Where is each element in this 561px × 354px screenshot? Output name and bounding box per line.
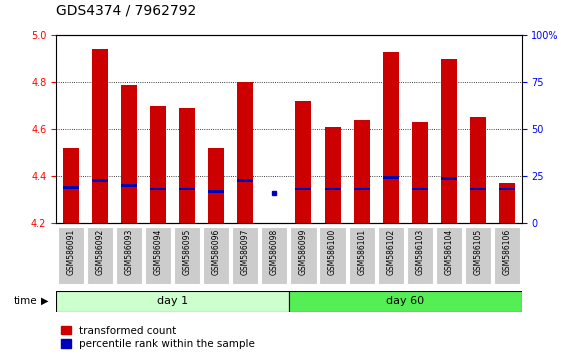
Bar [150,106,166,223]
Bar [92,50,108,223]
Text: GSM586104: GSM586104 [444,229,453,275]
Bar [470,188,486,190]
Bar [92,179,108,182]
Text: GSM586091: GSM586091 [66,229,75,275]
Text: GSM586105: GSM586105 [473,229,482,275]
Text: GDS4374 / 7962792: GDS4374 / 7962792 [56,4,196,18]
Bar [296,188,311,190]
Bar [121,184,137,187]
Text: day 60: day 60 [387,296,424,306]
Bar [121,85,137,223]
Bar [383,176,399,179]
Bar [325,188,341,190]
Text: GSM586093: GSM586093 [125,229,134,275]
Text: GSM586095: GSM586095 [182,229,191,275]
Text: time: time [14,296,38,306]
Legend: transformed count, percentile rank within the sample: transformed count, percentile rank withi… [61,326,255,349]
Bar [208,148,224,223]
Text: GSM586098: GSM586098 [270,229,279,275]
Bar [499,188,515,190]
Bar [470,118,486,223]
FancyBboxPatch shape [56,291,289,312]
FancyBboxPatch shape [494,227,520,284]
FancyBboxPatch shape [174,227,200,284]
FancyBboxPatch shape [319,227,346,284]
Text: GSM586106: GSM586106 [503,229,512,275]
Bar [383,52,399,223]
FancyBboxPatch shape [232,227,259,284]
FancyBboxPatch shape [348,227,375,284]
FancyBboxPatch shape [465,227,491,284]
Bar [412,188,428,190]
Bar [353,120,370,223]
FancyBboxPatch shape [436,227,462,284]
FancyBboxPatch shape [378,227,404,284]
Text: GSM586103: GSM586103 [415,229,424,275]
Bar [441,177,457,180]
Text: GSM586100: GSM586100 [328,229,337,275]
FancyBboxPatch shape [58,227,84,284]
Text: GSM586092: GSM586092 [95,229,104,275]
Bar [237,179,253,182]
FancyBboxPatch shape [86,227,113,284]
FancyBboxPatch shape [291,227,316,284]
Text: GSM586102: GSM586102 [387,229,396,275]
Text: GSM586096: GSM586096 [211,229,220,275]
Bar [499,183,515,223]
FancyBboxPatch shape [289,291,522,312]
Text: GSM586094: GSM586094 [154,229,163,275]
Bar [325,127,341,223]
FancyBboxPatch shape [261,227,287,284]
Text: GSM586099: GSM586099 [299,229,308,275]
Bar [63,187,79,189]
Bar [353,188,370,190]
Bar [296,101,311,223]
Bar [179,108,195,223]
Bar [441,59,457,223]
Text: GSM586097: GSM586097 [241,229,250,275]
FancyBboxPatch shape [145,227,171,284]
Bar [63,148,79,223]
Bar [412,122,428,223]
FancyBboxPatch shape [203,227,229,284]
Bar [150,188,166,190]
Text: day 1: day 1 [157,296,188,306]
FancyBboxPatch shape [407,227,433,284]
Text: ▶: ▶ [41,296,48,306]
Bar [179,188,195,190]
Text: GSM586101: GSM586101 [357,229,366,275]
Bar [208,190,224,193]
FancyBboxPatch shape [116,227,142,284]
Bar [237,82,253,223]
